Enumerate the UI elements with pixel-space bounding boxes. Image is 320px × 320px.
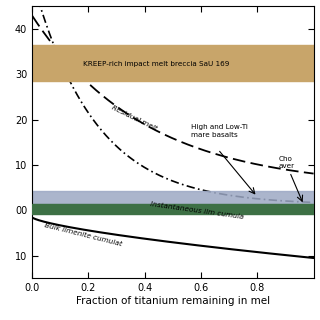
Text: Instantaneous ilm cumula: Instantaneous ilm cumula: [150, 201, 244, 220]
X-axis label: Fraction of titanium remaining in mel: Fraction of titanium remaining in mel: [76, 296, 270, 306]
Text: KREEP-rich impact melt breccia SaU 169: KREEP-rich impact melt breccia SaU 169: [83, 61, 229, 67]
Bar: [32, 191, 314, 204]
Text: Cho
aver: Cho aver: [278, 156, 294, 170]
Text: Bulk ilmenite cumulat: Bulk ilmenite cumulat: [43, 222, 122, 248]
Bar: [32, 204, 314, 214]
Text: High and Low-Ti
mare basalts: High and Low-Ti mare basalts: [191, 124, 248, 138]
Text: Residual melt: Residual melt: [111, 105, 158, 132]
Bar: [32, 45, 314, 81]
